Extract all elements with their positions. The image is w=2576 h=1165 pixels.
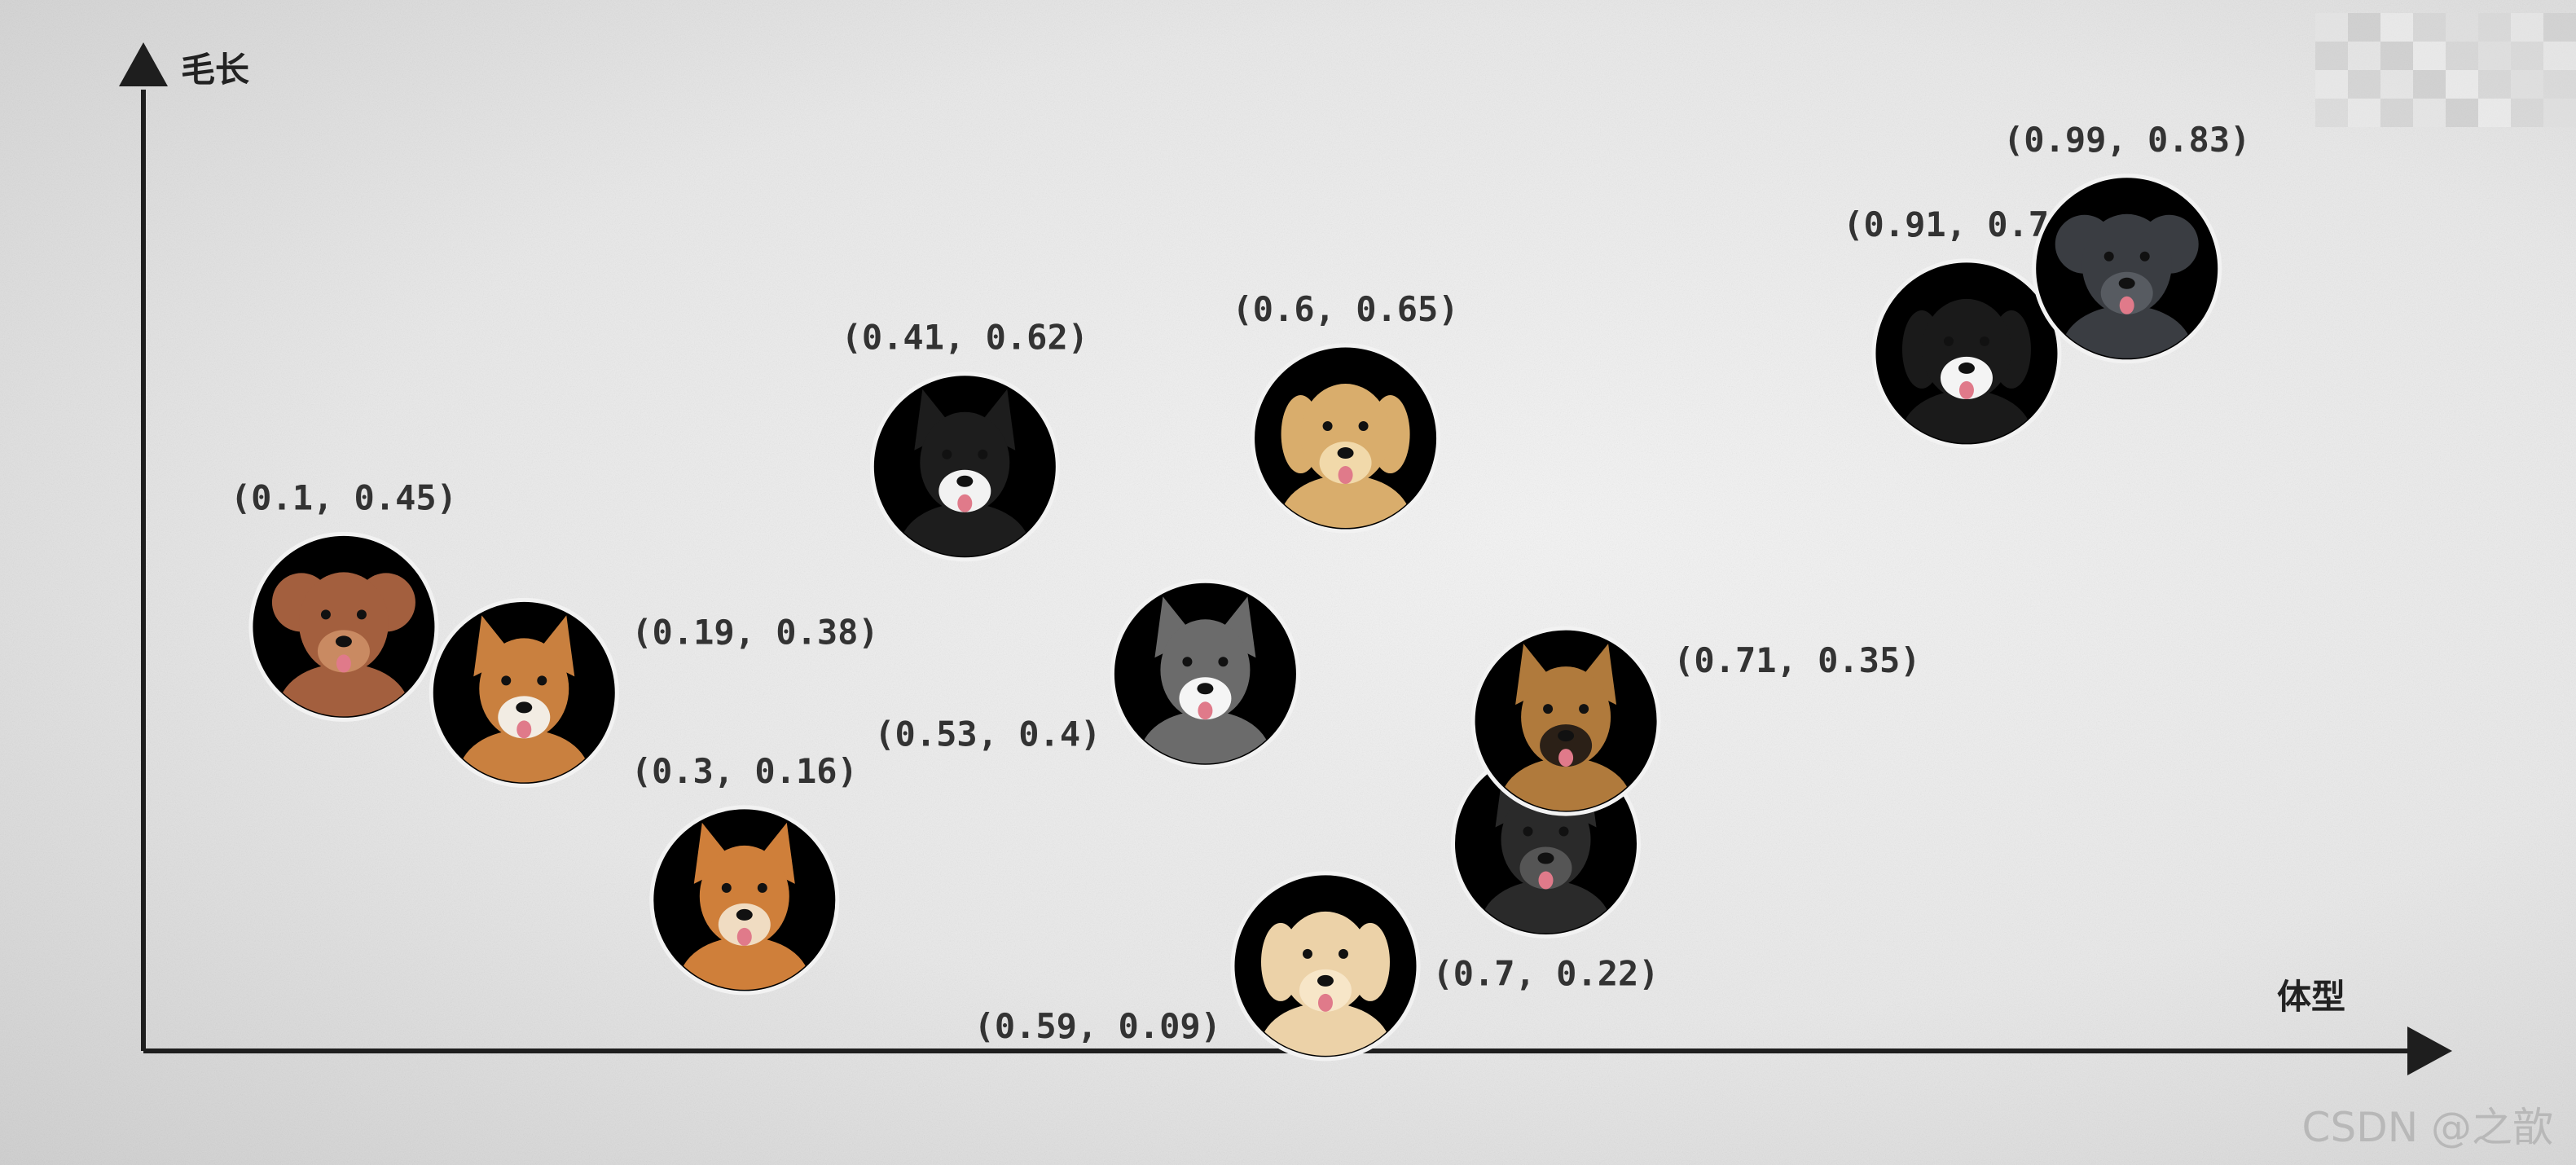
x-axis-label: 体型	[2277, 977, 2345, 1017]
data-point: (0.6, 0.65)	[1232, 289, 1459, 534]
point-coordinate-label: (0.71, 0.35)	[1673, 640, 1920, 680]
pixel-cell	[2543, 70, 2576, 99]
pixel-cell	[2348, 13, 2380, 42]
pixel-cell	[2543, 13, 2576, 42]
point-coordinate-label: (0.1, 0.45)	[231, 477, 457, 517]
husky-face-icon	[1140, 596, 1271, 764]
pixel-cell	[2478, 42, 2511, 70]
pixel-cell	[2478, 99, 2511, 127]
data-point: (0.99, 0.83)	[2003, 120, 2250, 364]
golden-retriever-face-icon	[1280, 384, 1411, 529]
pixel-cell	[2446, 99, 2478, 127]
pixel-cell	[2315, 70, 2348, 99]
pixel-cell	[2413, 13, 2446, 42]
pixel-cell	[2446, 13, 2478, 42]
pixel-cell	[2348, 42, 2380, 70]
point-coordinate-label: (0.41, 0.62)	[842, 318, 1088, 358]
caucasian-shepherd-face-icon	[2055, 213, 2199, 358]
pixel-cell	[2478, 13, 2511, 42]
watermark: CSDN @之歆	[2301, 1104, 2553, 1151]
y-axis-arrow-icon	[119, 42, 168, 86]
pixel-cell	[2413, 42, 2446, 70]
point-coordinate-label: (0.19, 0.38)	[631, 612, 878, 652]
border-collie-face-icon	[899, 389, 1031, 556]
pixel-cell	[2446, 42, 2478, 70]
pixel-cell	[2315, 42, 2348, 70]
german-shepherd-face-icon	[1501, 644, 1632, 811]
point-coordinate-label: (0.7, 0.22)	[1432, 953, 1659, 993]
pixel-cell	[2380, 13, 2413, 42]
pixel-cell	[2543, 42, 2576, 70]
pixel-cell	[2413, 70, 2446, 99]
bernese-mountain-dog-face-icon	[1901, 298, 2032, 443]
pixel-cell	[2478, 70, 2511, 99]
point-coordinate-label: (0.53, 0.4)	[874, 714, 1101, 754]
data-point: (0.19, 0.38)	[429, 597, 879, 788]
corgi-face-icon	[459, 615, 590, 783]
pixel-cell	[2380, 70, 2413, 99]
data-point: (0.53, 0.4)	[874, 578, 1300, 769]
pixel-cell	[2380, 99, 2413, 127]
point-coordinate-label: (0.6, 0.65)	[1232, 289, 1458, 329]
pixel-cell	[2348, 70, 2380, 99]
y-axis-label: 毛长	[181, 50, 249, 90]
pixel-cell	[2511, 42, 2543, 70]
pixel-cell	[2511, 70, 2543, 99]
point-coordinate-label: (0.3, 0.16)	[631, 751, 858, 791]
data-point: (0.41, 0.62)	[842, 318, 1088, 562]
shiba-inu-face-icon	[679, 822, 810, 990]
data-point: (0.3, 0.16)	[631, 751, 858, 996]
point-coordinate-label: (0.59, 0.09)	[974, 1006, 1221, 1046]
pixel-cell	[2446, 70, 2478, 99]
pixel-cell	[2511, 13, 2543, 42]
pixel-cell	[2380, 42, 2413, 70]
pixel-cell	[2348, 99, 2380, 127]
data-point: (0.59, 0.09)	[974, 871, 1421, 1062]
x-axis-arrow-icon	[2407, 1027, 2452, 1075]
pixel-cell	[2315, 13, 2348, 42]
pixel-cell	[2511, 99, 2543, 127]
pixel-cell	[2413, 99, 2446, 127]
pixelated-blur-block	[2315, 13, 2576, 127]
axes: 毛长 体型	[119, 42, 2452, 1075]
labrador-face-icon	[1259, 911, 1391, 1056]
points-layer: (0.1, 0.45) (0.19, 0.38) (0.3, 0.16) (0.41,…	[231, 120, 2250, 1062]
pixel-cell	[2315, 99, 2348, 127]
poodle-face-icon	[271, 572, 415, 717]
point-coordinate-label: (0.99, 0.83)	[2003, 120, 2250, 160]
data-point: (0.1, 0.45)	[231, 477, 457, 722]
data-point: (0.71, 0.35)	[1470, 626, 1921, 816]
pixel-cell	[2543, 99, 2576, 127]
